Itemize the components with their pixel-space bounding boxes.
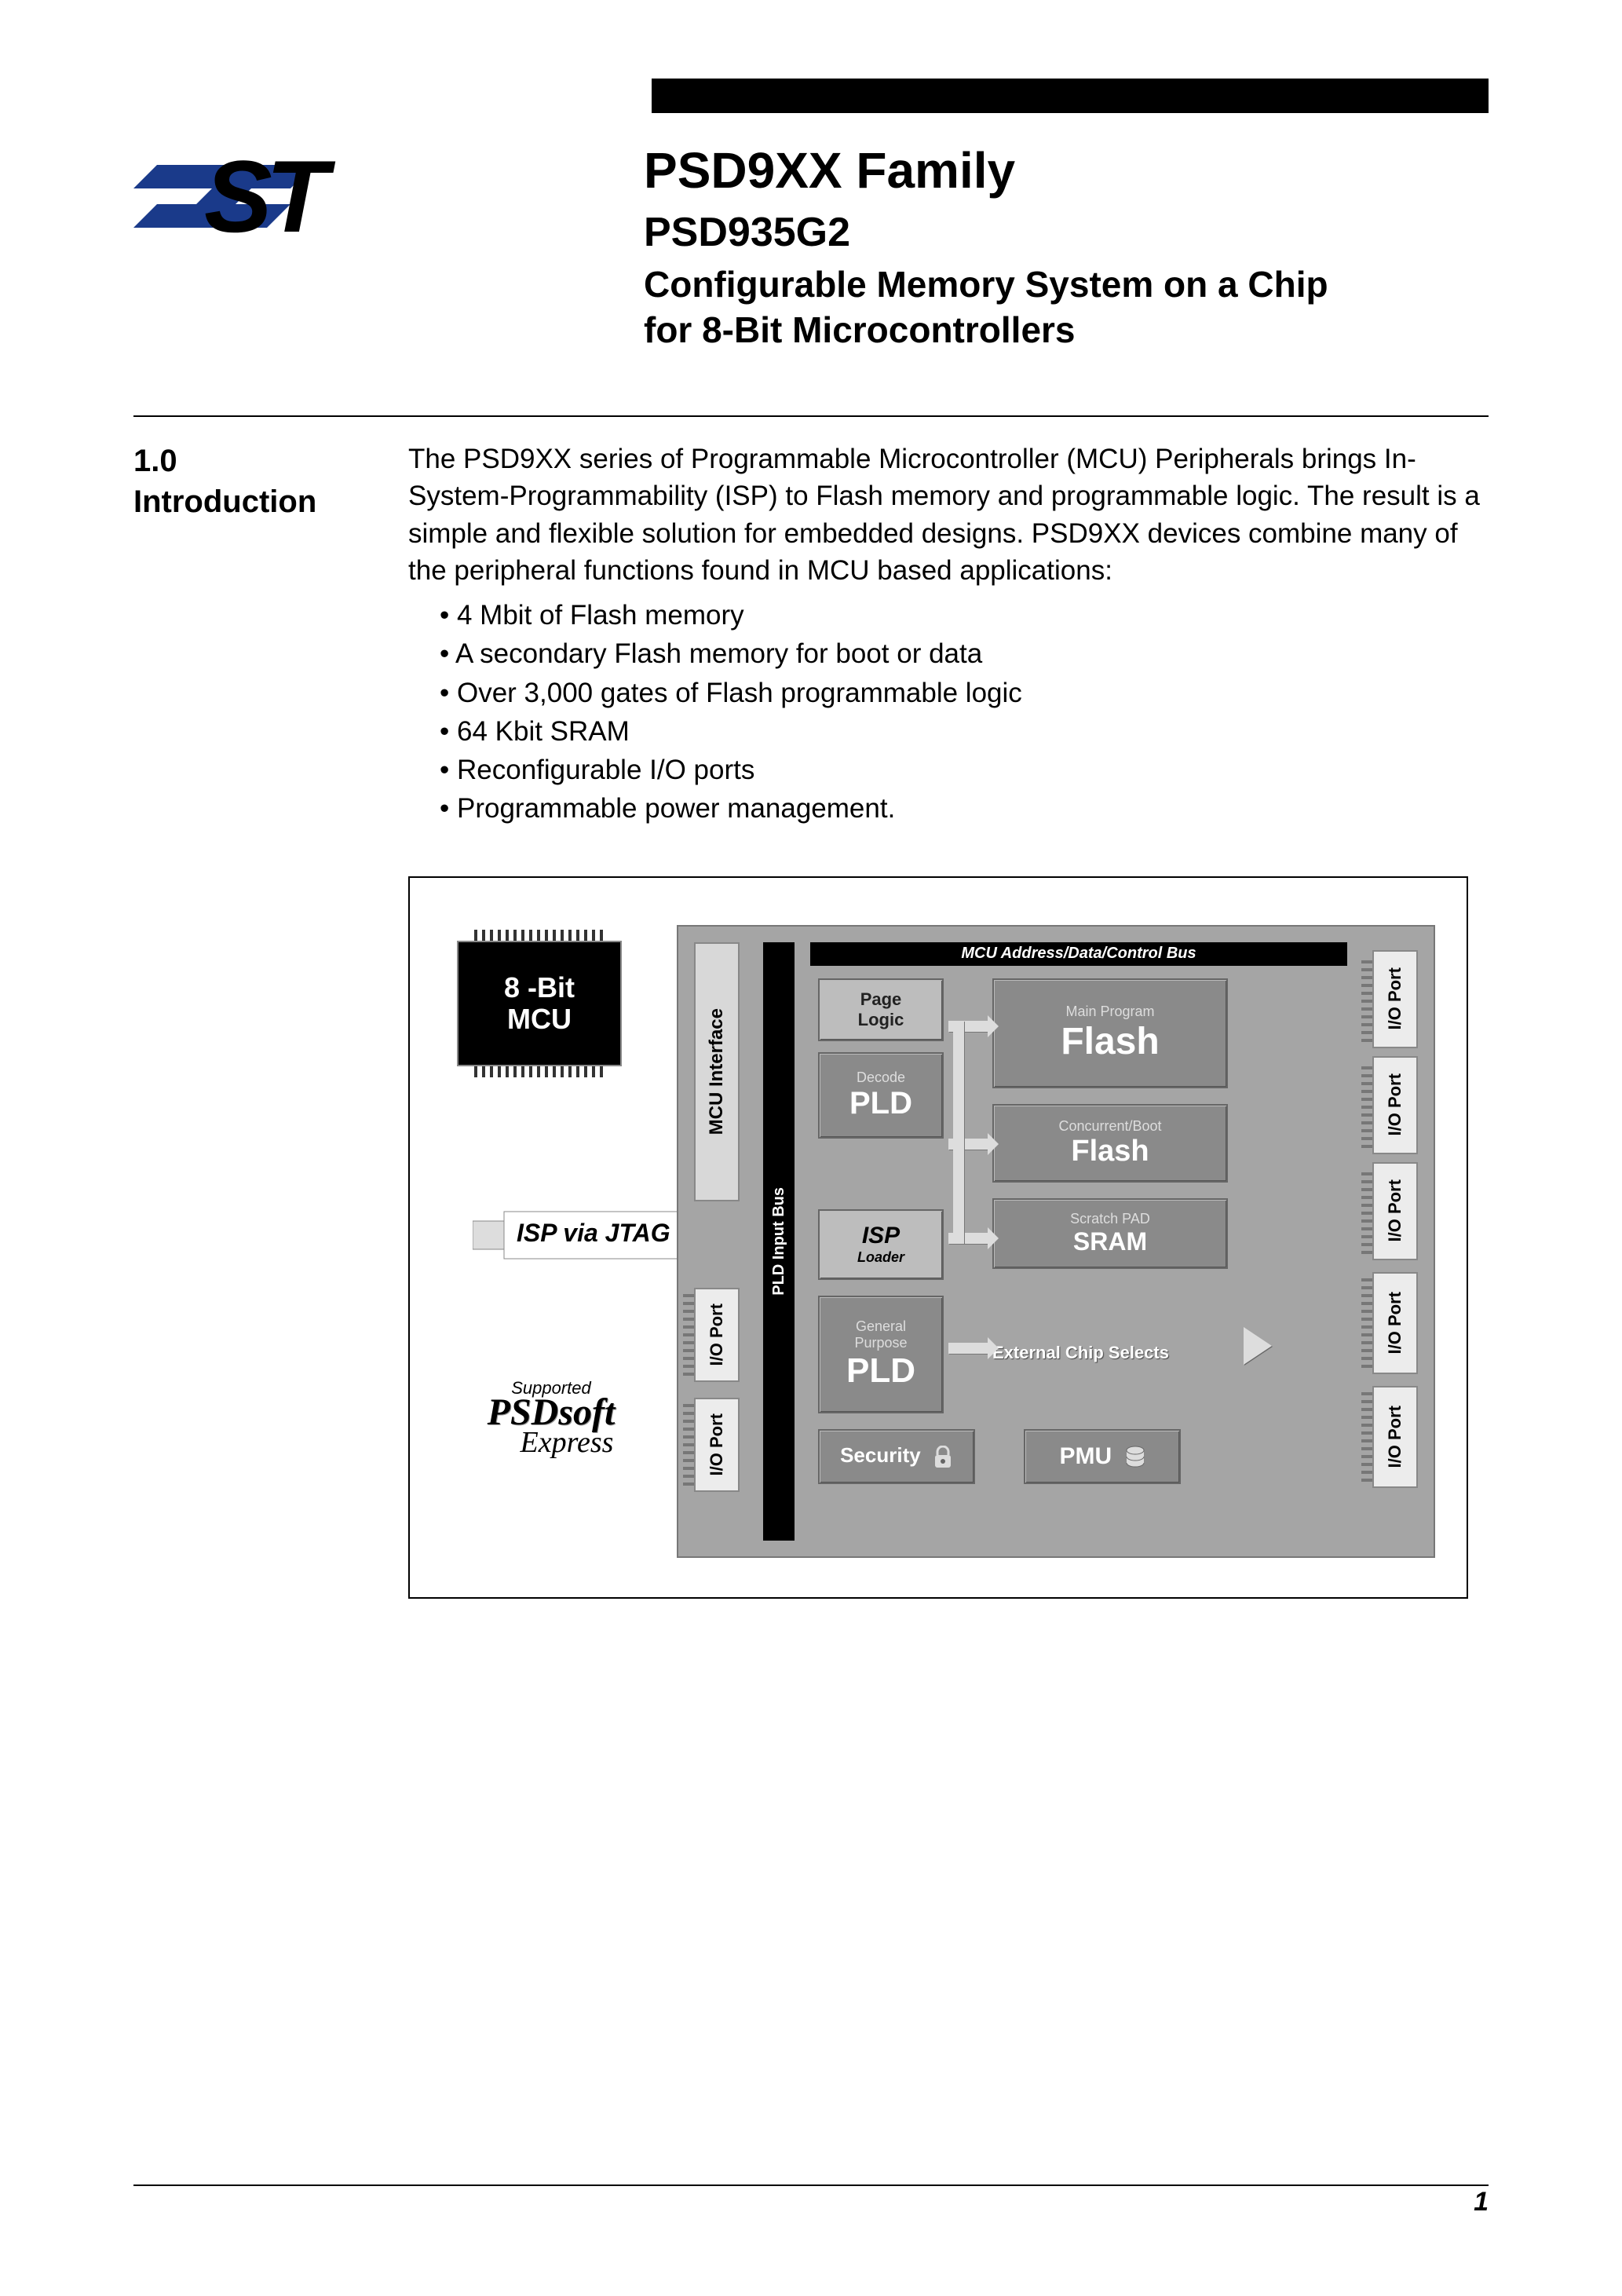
psdsoft-text: PSDsoft	[449, 1395, 653, 1429]
sram-block: Scratch PAD SRAM	[992, 1198, 1228, 1269]
security-block: Security	[818, 1429, 975, 1484]
security-label: Security	[840, 1443, 921, 1467]
boot-flash-block: Concurrent/Boot Flash	[992, 1104, 1228, 1183]
sram-label: SRAM	[1073, 1227, 1147, 1256]
page-logic-label: Page Logic	[858, 989, 904, 1030]
io-port-block: I/O Port	[1372, 1056, 1418, 1154]
subtitle-l2: for 8-Bit Microcontrollers	[644, 309, 1076, 350]
svg-text:ST: ST	[204, 141, 336, 251]
main-flash-label: Flash	[1061, 1020, 1159, 1063]
page-number: 1	[1474, 2187, 1489, 2217]
psdsoft-supported-logo: Supported PSDsoft Express	[449, 1380, 653, 1457]
mcu-chip-label: 8 -Bit MCU	[504, 972, 575, 1034]
main-flash-block: Main Program Flash	[992, 978, 1228, 1088]
arrow-icon	[948, 1343, 988, 1354]
gp-pld-label: PLD	[846, 1351, 915, 1391]
page-logic-block: Page Logic	[818, 978, 944, 1041]
feature-item: Over 3,000 gates of Flash programmable l…	[440, 675, 1489, 711]
family-title: PSD9XX Family	[644, 141, 1489, 199]
boot-flash-sub: Concurrent/Boot	[1058, 1118, 1161, 1135]
boot-flash-label: Flash	[1071, 1135, 1149, 1168]
intro-paragraph: The PSD9XX series of Programmable Microc…	[408, 441, 1489, 589]
lock-icon	[933, 1446, 953, 1469]
io-port-block: I/O Port	[1372, 1272, 1418, 1374]
psd-core-box: MCU Interface PLD Input Bus MCU Address/…	[677, 925, 1435, 1558]
gp-sub-label: General Purpose	[854, 1318, 907, 1351]
section-number: 1.0	[133, 444, 177, 478]
block-diagram: 8 -Bit MCU ISP via JTAG Supported PSDsof…	[408, 876, 1468, 1599]
io-port-block: I/O Port	[1372, 950, 1418, 1048]
decode-sub-label: Decode	[857, 1069, 905, 1086]
pld-input-bus: PLD Input Bus	[763, 942, 795, 1541]
decode-pld-block: Decode PLD	[818, 1052, 944, 1139]
part-number: PSD935G2	[644, 209, 1489, 256]
header-black-bar	[652, 79, 1489, 113]
section-title: Introduction	[133, 484, 316, 519]
pmu-label: PMU	[1059, 1443, 1112, 1469]
gp-pld-block: General Purpose PLD	[818, 1296, 944, 1413]
pld-input-bus-label: PLD Input Bus	[770, 1187, 788, 1296]
io-port-block: I/O Port	[694, 1398, 740, 1492]
pmu-block: PMU	[1024, 1429, 1181, 1484]
mcu-bus-bar: MCU Address/Data/Control Bus	[810, 942, 1347, 966]
isp-title-label: ISP	[862, 1223, 900, 1249]
feature-item: 4 Mbit of Flash memory	[440, 597, 1489, 634]
sram-sub: Scratch PAD	[1070, 1211, 1150, 1227]
isp-loader-block: ISP Loader	[818, 1209, 944, 1280]
footer-rule	[133, 2184, 1489, 2186]
mcu-interface-label: MCU Interface	[706, 1008, 728, 1135]
feature-item: 64 Kbit SRAM	[440, 713, 1489, 750]
subtitle-l1: Configurable Memory System on a Chip	[644, 264, 1328, 305]
arrow-stem	[953, 1021, 964, 1244]
st-logo: ST	[133, 141, 369, 275]
io-port-block: I/O Port	[1372, 1162, 1418, 1260]
section-heading: 1.0 Introduction	[133, 441, 408, 829]
io-port-block: I/O Port	[694, 1288, 740, 1382]
database-icon	[1125, 1446, 1145, 1469]
express-text: Express	[480, 1429, 653, 1456]
isp-via-jtag-label: ISP via JTAG	[512, 1216, 675, 1251]
feature-item: Reconfigurable I/O ports	[440, 751, 1489, 788]
feature-item: A secondary Flash memory for boot or dat…	[440, 635, 1489, 672]
main-flash-sub: Main Program	[1065, 1004, 1154, 1020]
io-port-block: I/O Port	[1372, 1386, 1418, 1488]
feature-item: Programmable power management.	[440, 790, 1489, 827]
feature-list: 4 Mbit of Flash memory A secondary Flash…	[440, 597, 1489, 828]
decode-pld-label: PLD	[849, 1086, 912, 1121]
ext-chip-arrow-icon	[1244, 1327, 1272, 1365]
mcu-chip-block: 8 -Bit MCU	[457, 941, 622, 1066]
section-rule	[133, 415, 1489, 417]
ext-chip-selects-label: External Chip Selects	[992, 1343, 1169, 1363]
mcu-interface-block: MCU Interface	[694, 942, 740, 1201]
subtitle: Configurable Memory System on a Chip for…	[644, 262, 1489, 353]
isp-sub-label: Loader	[857, 1249, 904, 1266]
